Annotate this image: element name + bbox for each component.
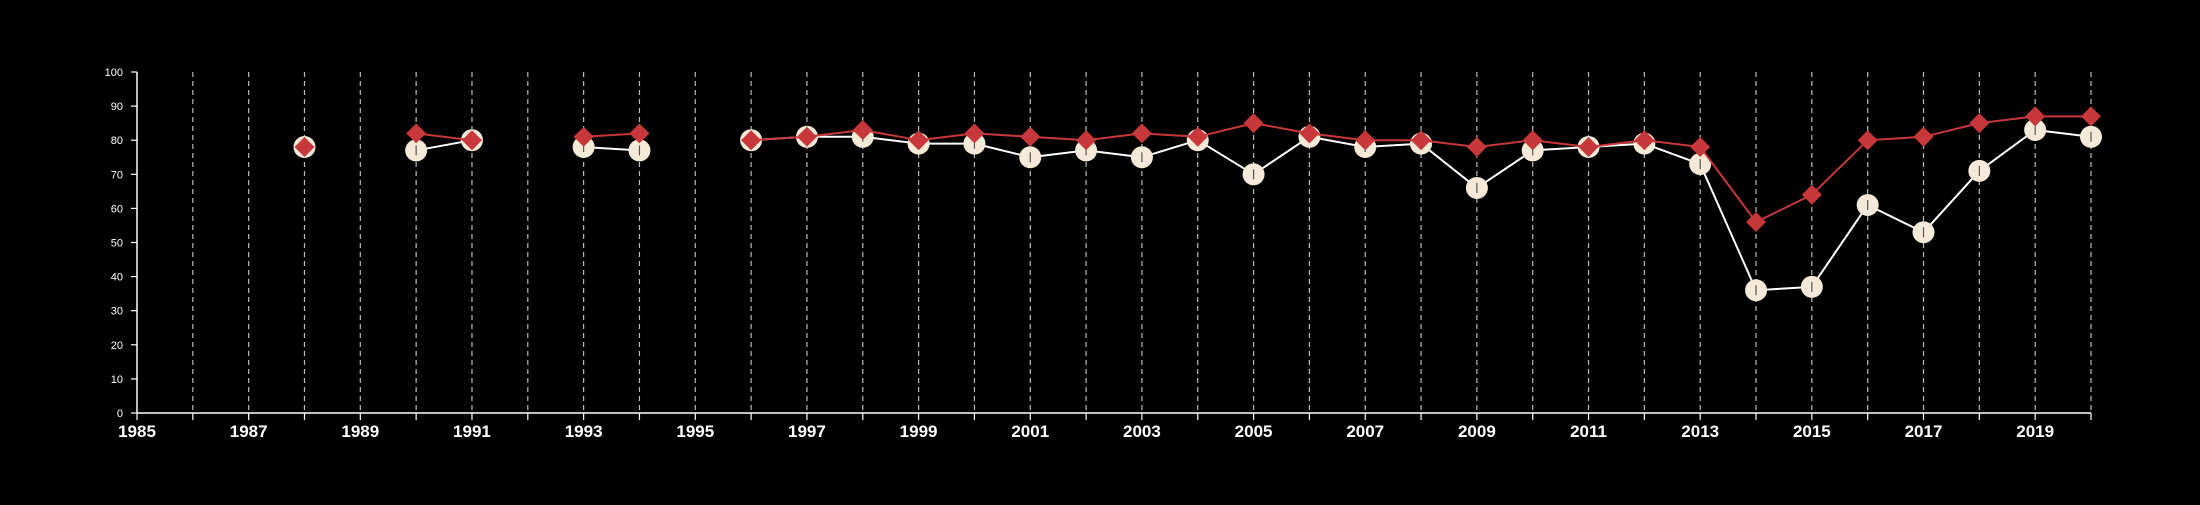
data-point-diamond [796,126,817,147]
x-tick-label: 2001 [1011,422,1049,441]
y-tick-label: 0 [117,408,123,420]
y-tick-label: 40 [111,272,123,284]
data-point-diamond [1690,137,1711,158]
data-point-diamond [2025,106,2046,127]
data-point-diamond [1578,137,1599,158]
x-tick-label: 2003 [1123,422,1161,441]
data-point-diamond [1522,130,1543,151]
x-tick-label: 2011 [1570,422,1607,441]
data-point-diamond [1243,113,1264,134]
y-tick-label: 50 [111,238,123,250]
data-point-diamond [1801,184,1822,205]
y-tick-label: 30 [111,306,123,318]
y-tick-label: 60 [111,203,123,215]
x-tick-label: 2013 [1681,422,1719,441]
y-tick-label: 80 [111,135,123,147]
data-point-diamond [1187,126,1208,147]
x-tick-label: 1997 [788,422,826,441]
x-tick-label: 1995 [676,422,714,441]
data-point-diamond [1857,130,1878,151]
data-point-diamond [1634,130,1655,151]
x-tick-label: 1989 [341,422,379,441]
y-tick-label: 10 [111,374,123,386]
x-tick-label: 2009 [1458,422,1496,441]
data-point-diamond [406,123,427,144]
axis-layer: 0 10 20 30 40 50 60 70 80 90 100 1985 1987 1989 1991 19… [105,67,2092,441]
x-tick-label: 2005 [1235,422,1273,441]
data-point-diamond [1020,126,1041,147]
data-point-diamond [964,123,985,144]
data-point-diamond [1131,123,1152,144]
x-tick-label: 2007 [1346,422,1384,441]
x-tick-label: 2019 [2016,422,2054,441]
x-tick-label: 1985 [118,422,156,441]
x-tick-label: 2015 [1793,422,1831,441]
data-point-diamond [629,123,650,144]
data-point-diamond [1411,130,1432,151]
data-point-diamond [573,126,594,147]
data-point-diamond [1913,126,1934,147]
data-point-diamond [908,130,929,151]
x-tick-label: 2017 [1905,422,1943,441]
x-tick-label: 1999 [900,422,938,441]
data-point-diamond [2081,106,2101,127]
y-tick-label: 100 [105,67,123,79]
data-point-diamond [741,130,762,151]
x-tick-label: 1993 [565,422,603,441]
x-tick-label: 1987 [230,422,268,441]
data-point-diamond [1299,123,1320,144]
data-point-diamond [1466,137,1487,158]
data-point-diamond [1746,212,1767,233]
data-point-diamond [852,119,873,140]
series-layer [293,106,2102,302]
grid-layer [192,72,2092,413]
data-point-diamond [1355,130,1376,151]
y-tick-label: 70 [111,169,123,181]
x-tick-label: 1991 [453,422,491,441]
y-tick-label: 90 [111,101,123,113]
data-point-diamond [461,130,482,151]
data-point-diamond [1969,113,1990,134]
data-point-diamond [1076,130,1097,151]
y-tick-label: 20 [111,340,123,352]
series-diamond-group [294,106,2101,233]
series-line [416,132,473,142]
data-point-diamond [294,137,315,158]
